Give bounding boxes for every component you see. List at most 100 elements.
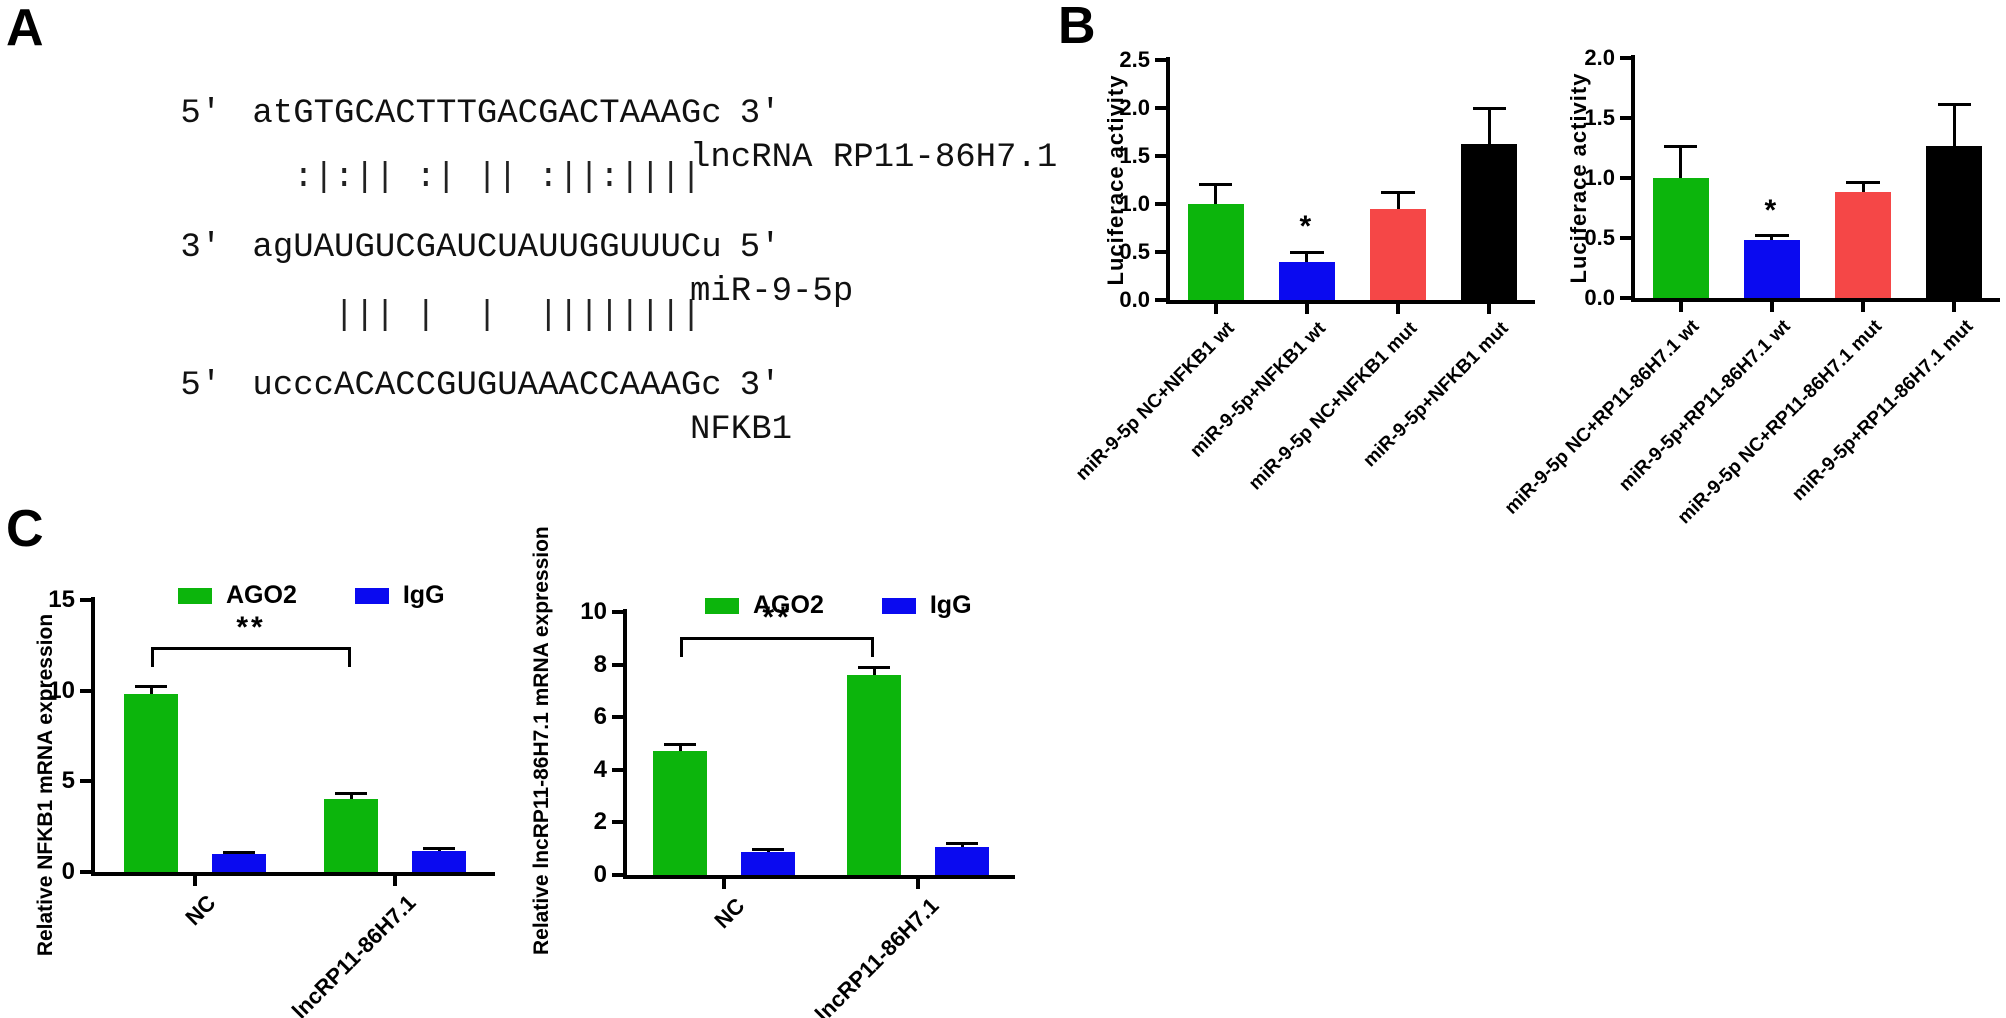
significance-marker: ** [236,611,266,645]
mir-sequence: agUAUGUCGAUCUAUUGGUUUCu [252,229,722,267]
x-tick-mark [1861,302,1866,312]
x-category-label: lncRP11-86H7.1 [287,890,421,1018]
sequence-row-lncrna: 5' atGTGCACTTTGACGACTAAAGc 3' lncRNA RP11-… [58,48,1058,224]
seq-5prime-label: 5' [180,367,222,405]
x-tick-mark [393,876,397,886]
seq-3prime-label: 3' [739,367,781,405]
x-tick-mark [1769,302,1774,312]
bar [1743,240,1800,298]
y-tick-label: 6 [593,703,607,731]
bar [1370,208,1427,300]
error-bar-cap [1290,250,1324,254]
y-tick-mark [1620,176,1631,180]
y-axis-title: Relative NFKB1 mRNA expression [34,613,57,957]
legend-item: AGO2 [178,581,297,610]
y-axis-title: Luciferace activity [1566,72,1591,284]
significance-marker: * [1299,210,1315,243]
y-tick-label: 0.5 [1119,239,1150,264]
bar [1835,192,1892,298]
y-tick-label: 2 [593,808,607,836]
panel-b-label: B [1058,0,1096,55]
seq-3prime-label: 3' [739,95,781,133]
significance-bracket-drop [151,647,154,668]
sequence-alignment: 5' atGTGCACTTTGACGACTAAAGc 3' lncRNA RP11-… [58,28,1058,449]
bar [1926,145,1983,298]
error-bar-line [1487,108,1491,145]
legend-label: IgG [929,591,972,619]
seq-3prime-label: 3' [180,229,222,267]
bar [1461,144,1518,300]
error-bar-line [678,744,682,752]
x-category-label: miR-9-5p NC+NFKB1 wt [1071,318,1239,485]
y-axis-line [1631,55,1635,298]
error-bar-line [872,667,876,676]
x-axis-line [91,872,495,876]
legend-label: AGO2 [753,591,824,619]
bar [412,851,466,872]
seq-5prime-label: 5' [180,95,222,133]
sequence-row-mir: 3' agUAUGUCGAUCUAUUGGUUUCu 5' miR-9-5p [58,182,1058,358]
y-tick-mark [1620,56,1631,60]
error-bar-line [1214,184,1218,204]
error-bar-line [1770,235,1774,241]
error-bar-cap [1472,106,1507,110]
error-bar-line [1305,252,1309,262]
significance-bracket [680,636,874,640]
error-bar-cap [751,847,785,851]
legend-item: IgG [354,581,445,610]
x-category-label: miR-9-5p+RP11-86H7.1 mut [1788,316,1978,506]
x-category-label: NC [180,890,221,931]
x-category-label: NC [709,893,750,934]
x-axis-line [623,875,1015,879]
x-tick-mark [193,876,197,886]
x-axis-line [1166,300,1535,304]
chart-luciferase-nfkb1: 0.0 0.5 1.0 1.5 2.0 2.5 miR-9-5p NC+NFKB1 wt mi… [1072,28,1545,494]
y-tick-mark [612,662,623,667]
bar [212,853,266,872]
legend-item: AGO2 [705,591,824,620]
y-tick-mark [1620,236,1631,240]
error-bar-cap [222,850,256,854]
y-axis-title: Relative lncRP11-86H7.1 mRNA expression [530,526,553,955]
chart-rip-nfkb1-expression: 0 5 10 15 NC lncRP11-86H7.1 ** Relative NFKB1 m… [30,555,505,1018]
y-tick-mark [80,779,91,784]
pairing-row-1: :|:|| :| || :||:|||| [58,112,1058,244]
bar [741,852,795,875]
y-tick-mark [612,715,623,720]
error-bar-line [349,793,353,800]
legend: AGO2 IgG [705,591,972,620]
error-bar-line [766,849,770,853]
legend-swatch [178,587,212,604]
error-bar-cap [1755,234,1789,238]
sequence-row-nfkb1: 5' ucccACACCGUGUAAACCAAAGc 3' NFKB1 [58,320,1058,496]
panel-c-label: C [6,500,44,558]
error-bar-cap [1663,145,1698,149]
y-tick-mark [1155,250,1166,254]
y-tick-label: 1.5 [1119,143,1150,168]
y-tick-label: 2.5 [1119,47,1150,72]
y-tick-label: 1.5 [1584,105,1615,130]
chart-luciferase-rp11: 0.0 0.5 1.0 1.5 2.0 miR-9-5p NC+RP11-86H7.1 w… [1501,28,2006,528]
error-bar-cap [945,841,979,845]
x-category-label: lncRP11-86H7.1 [810,893,944,1018]
y-tick-label: 10 [48,676,75,704]
legend-label: IgG [402,581,445,609]
y-tick-label: 2.0 [1584,45,1615,70]
y-tick-label: 1.0 [1119,191,1150,216]
y-tick-label: 0 [61,858,75,885]
legend-label: AGO2 [226,581,297,609]
error-bar-line [1861,182,1865,193]
x-tick-mark [916,879,920,889]
seq-5prime-label: 5' [739,229,781,267]
legend-swatch [354,587,389,604]
y-tick-label: 10 [580,598,607,625]
y-tick-mark [1155,58,1166,62]
significance-bracket-drop [680,636,683,657]
legend-swatch [705,597,739,614]
bar [1652,178,1709,298]
legend-item: IgG [881,591,972,620]
y-axis-title: Luciferace activity [1103,74,1128,286]
y-tick-mark [1155,298,1166,302]
x-tick-mark [1678,302,1683,312]
pairing-row-2: ||| | | |||||||| [58,250,1058,382]
